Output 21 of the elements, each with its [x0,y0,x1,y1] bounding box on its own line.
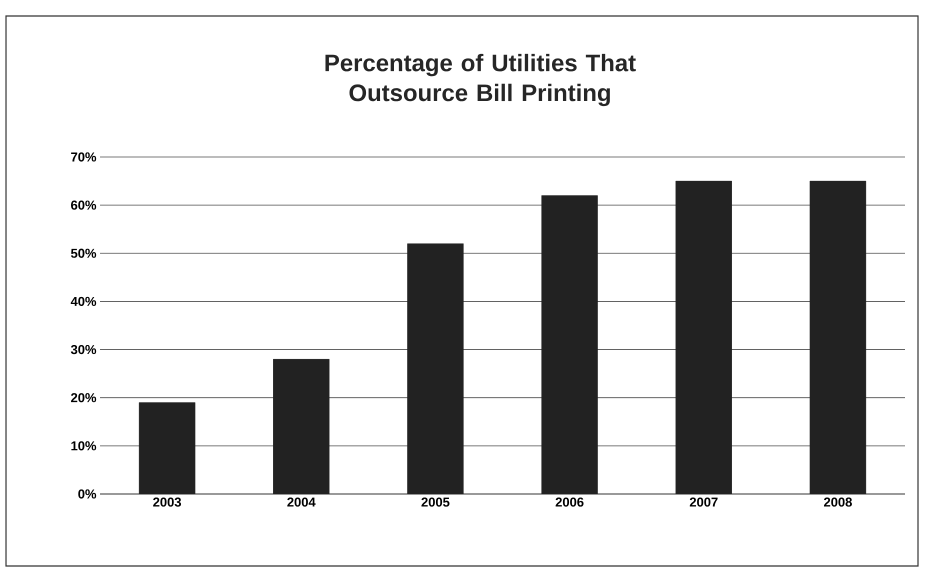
bar [541,195,598,494]
y-tick-label: 40% [70,296,96,306]
x-tick-label: 2003 [153,498,182,507]
x-tick-label: 2008 [824,498,852,507]
x-tick-label: 2007 [690,498,718,507]
y-tick-label: 20% [71,393,96,402]
x-tick-label: 2006 [556,498,584,507]
y-tick-label: 10% [71,441,96,450]
bar [273,358,330,494]
y-tick-label: 70% [71,152,96,162]
x-tick-label: 2004 [287,498,316,507]
y-tick-label: 60% [71,200,96,210]
chart-title: Percentage of Utilities That Outsource Bill Printing [325,54,636,106]
bar [407,243,464,494]
bar [676,180,732,494]
bar [138,402,196,494]
x-tick-label: 2005 [421,498,450,507]
y-tick-label: 50% [70,248,96,258]
bar [810,180,866,494]
y-tick-label: 30% [70,344,96,354]
y-tick-label: 0% [78,489,96,499]
